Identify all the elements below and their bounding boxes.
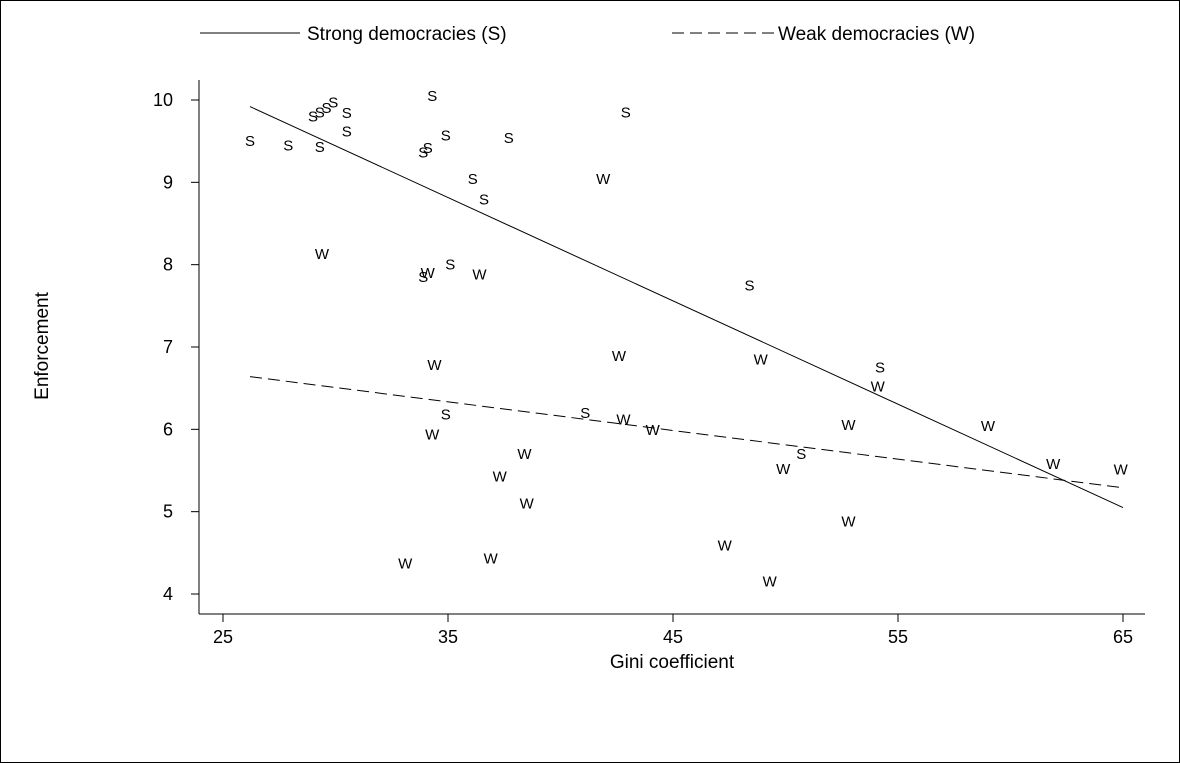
weak-point-marker: W <box>871 379 886 396</box>
weak-point-marker: W <box>427 357 442 374</box>
strong-point-marker: S <box>441 407 451 424</box>
strong-point-marker: S <box>315 139 325 156</box>
weak-point-marker: W <box>841 514 856 531</box>
y-tick-label: 10 <box>153 90 173 110</box>
weak-point-marker: W <box>398 556 413 573</box>
legend: Strong democracies (S) Weak democracies … <box>200 24 975 45</box>
strong-point-marker: S <box>621 104 631 121</box>
strong-point-marker: S <box>308 108 318 125</box>
weak-point-marker: W <box>754 351 769 368</box>
x-axis-ticks: 25 35 45 55 65 <box>213 614 1133 647</box>
weak-point-marker: W <box>315 246 330 263</box>
x-tick-label: 45 <box>663 627 683 647</box>
fit-lines <box>249 106 1124 509</box>
strong-point-marker: S <box>504 130 514 147</box>
x-tick-label: 65 <box>1113 627 1133 647</box>
weak-point-marker: W <box>646 422 661 439</box>
y-tick-label: 8 <box>163 255 173 275</box>
y-tick-label: 5 <box>163 502 173 522</box>
legend-label-strong: Strong democracies (S) <box>307 24 507 45</box>
strong-point-marker: S <box>321 100 331 117</box>
weak-point-marker: W <box>520 495 535 512</box>
strong-point-marker: S <box>479 192 489 209</box>
y-axis-title: Enforcement <box>32 291 53 399</box>
strong-point-marker: S <box>342 105 352 122</box>
strong-point-marker: S <box>328 94 338 111</box>
strong-point-marker: S <box>744 277 754 294</box>
strong-fit-line <box>249 106 1124 509</box>
weak-point-marker: W <box>1114 462 1129 479</box>
weak-point-marker: W <box>1046 456 1061 473</box>
weak-point-marker: W <box>517 446 532 463</box>
strong-point-marker: S <box>796 446 806 463</box>
weak-point-marker: W <box>776 461 791 478</box>
strong-point-marker: S <box>418 145 428 162</box>
strong-point-marker: S <box>342 123 352 140</box>
x-tick-label: 35 <box>438 627 458 647</box>
weak-fit-line <box>249 376 1124 489</box>
y-tick-label: 4 <box>163 584 173 604</box>
weak-point-marker: W <box>841 417 856 434</box>
y-tick-label: 9 <box>163 172 173 192</box>
strong-point-marker: S <box>427 88 437 105</box>
strong-point-marker: S <box>875 360 885 377</box>
weak-point-marker: W <box>596 171 611 188</box>
strong-point-marker: S <box>283 137 293 154</box>
strong-point-marker: S <box>423 140 433 157</box>
y-axis-ticks: 4 5 6 7 8 9 10 <box>153 90 199 604</box>
strong-point-marker: S <box>441 127 451 144</box>
y-tick-label: 7 <box>163 337 173 357</box>
strong-point-marker: S <box>445 257 455 274</box>
weak-point-marker: W <box>981 418 996 435</box>
x-axis-title: Gini coefficient <box>610 652 735 673</box>
x-tick-label: 55 <box>888 627 908 647</box>
weak-point-marker: W <box>472 267 487 284</box>
weak-point-marker: W <box>421 265 436 282</box>
weak-point-marker: W <box>493 468 508 485</box>
x-tick-label: 25 <box>213 627 233 647</box>
strong-point-marker: S <box>315 104 325 121</box>
legend-label-weak: Weak democracies (W) <box>778 24 975 45</box>
weak-point-marker: W <box>718 537 733 554</box>
strong-point-marker: S <box>245 133 255 150</box>
strong-point-marker: S <box>580 405 590 422</box>
weak-point-marker: W <box>484 551 499 568</box>
weak-point-marker: W <box>616 411 631 428</box>
strong-point-marker: S <box>468 171 478 188</box>
weak-point-marker: W <box>425 426 440 443</box>
weak-point-marker: W <box>612 348 627 365</box>
weak-point-marker: W <box>763 574 778 591</box>
y-tick-label: 6 <box>163 419 173 439</box>
strong-point-marker: S <box>418 269 428 286</box>
